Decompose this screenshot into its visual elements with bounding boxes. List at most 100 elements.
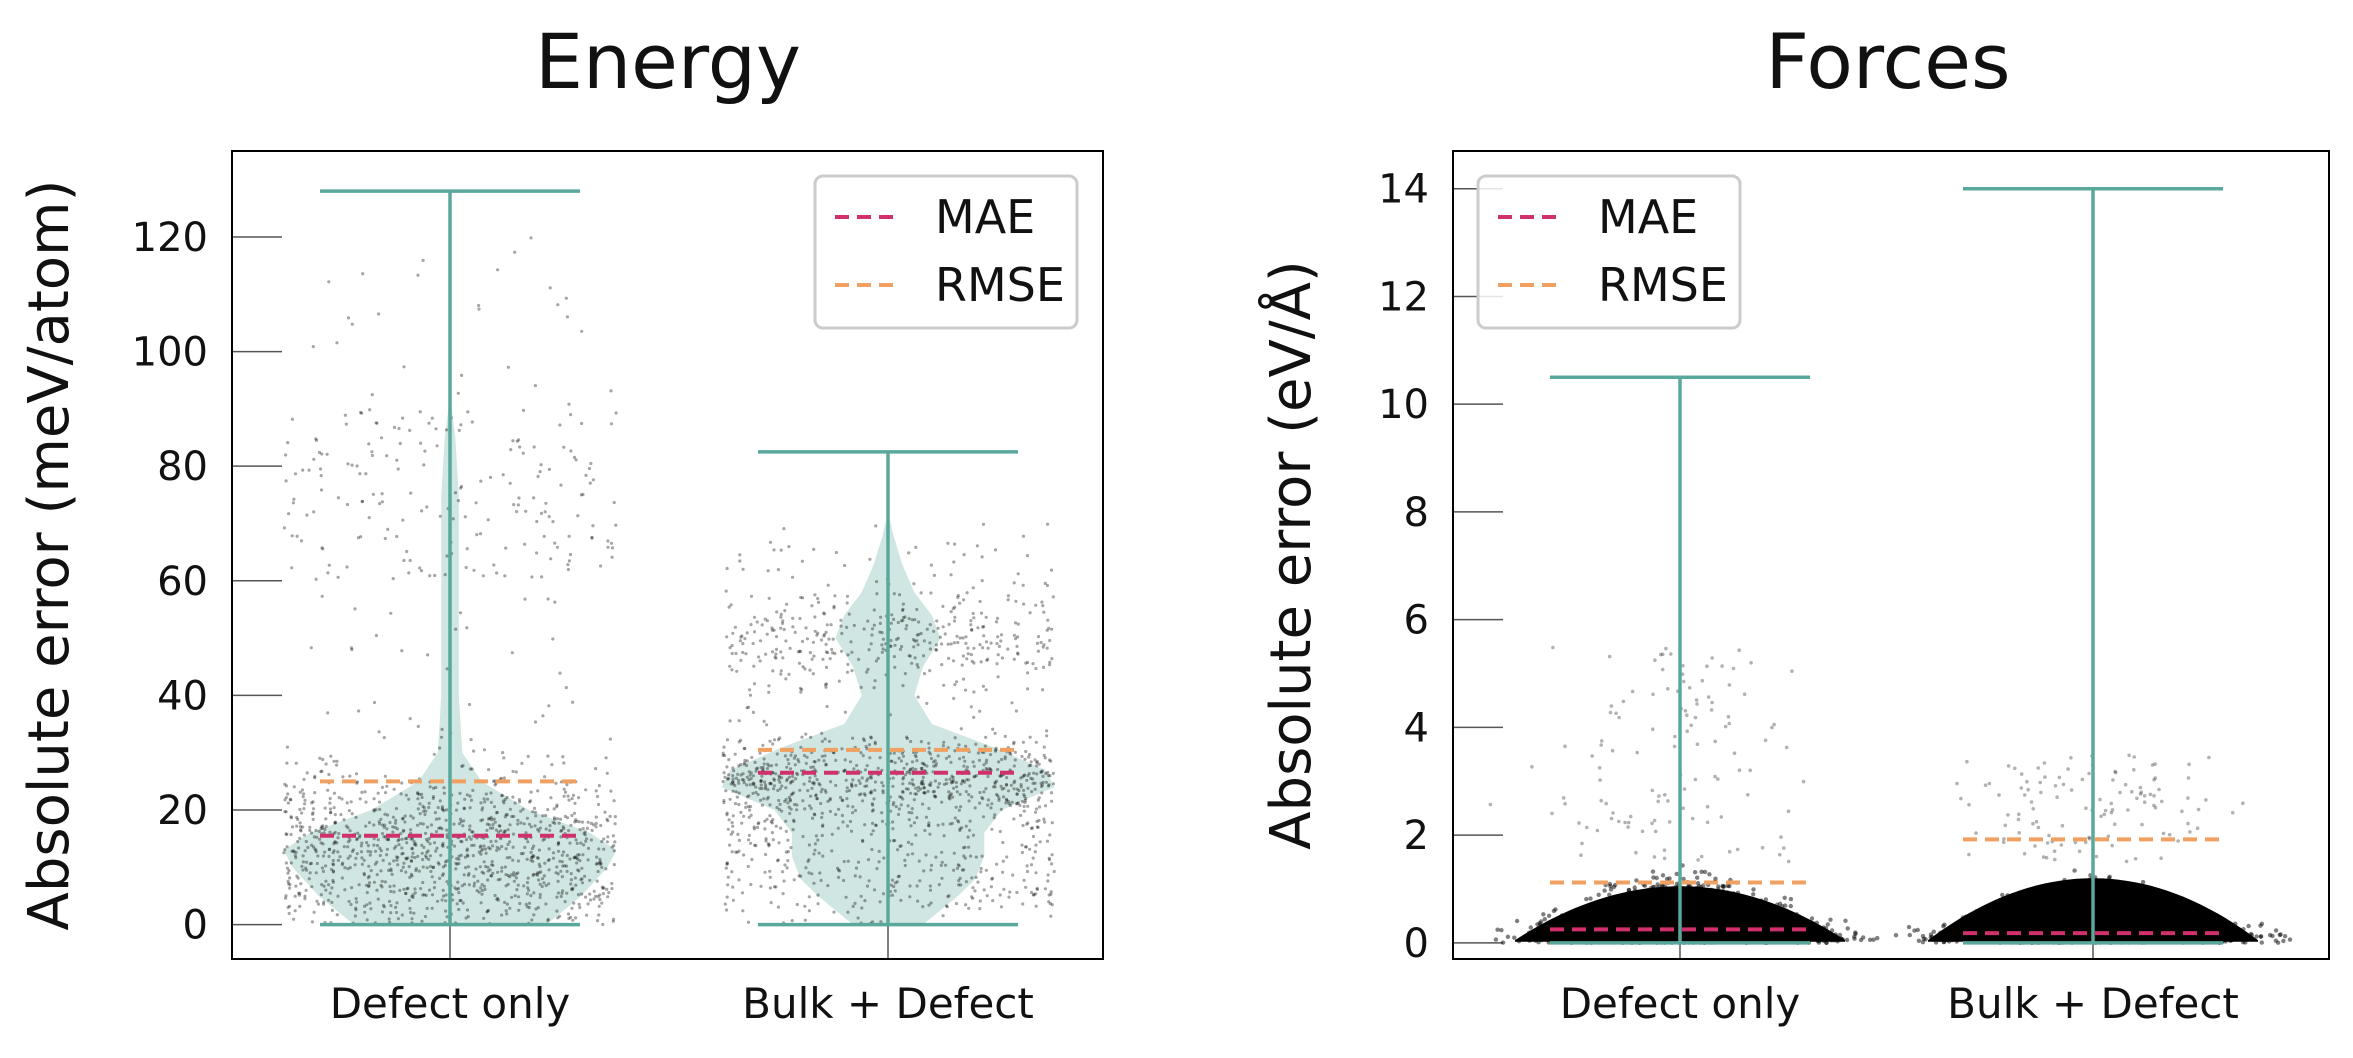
energy-scatter-point: [1038, 840, 1042, 844]
energy-scatter-point: [757, 655, 761, 659]
energy-scatter-point: [349, 902, 353, 907]
energy-scatter-point: [538, 895, 542, 900]
energy-scatter-point: [328, 830, 332, 834]
energy-scatter-point: [391, 815, 395, 819]
energy-scatter-point: [749, 813, 753, 817]
energy-scatter-point: [586, 846, 591, 851]
energy-scatter-point: [493, 779, 497, 783]
energy-scatter-point: [547, 467, 552, 471]
energy-scatter-point: [903, 858, 907, 863]
energy-scatter-point: [827, 637, 831, 641]
energy-scatter-point: [931, 760, 936, 764]
energy-scatter-point: [874, 659, 879, 663]
energy-scatter-point: [828, 797, 832, 801]
energy-scatter-point: [793, 630, 797, 635]
energy-scatter-point: [768, 814, 772, 818]
energy-scatter-point: [501, 751, 505, 755]
energy-scatter-point: [1040, 769, 1044, 773]
energy-scatter-point: [479, 886, 483, 890]
energy-scatter-point: [582, 843, 586, 847]
energy-scatter-point: [967, 845, 971, 849]
energy-scatter-point: [924, 815, 929, 819]
energy-scatter-point: [754, 767, 759, 771]
energy-scatter-point: [827, 739, 832, 744]
energy-scatter-point: [984, 761, 988, 765]
energy-scatter-point: [560, 891, 564, 896]
energy-scatter-point: [859, 792, 863, 796]
energy-scatter-point: [738, 559, 742, 563]
energy-scatter-point: [993, 813, 997, 817]
energy-scatter-point: [792, 819, 796, 824]
energy-scatter-point: [600, 901, 604, 905]
energy-scatter-point: [863, 768, 868, 772]
energy-scatter-point: [422, 463, 426, 467]
energy-scatter-point: [742, 781, 746, 785]
energy-scatter-point: [345, 801, 349, 805]
energy-scatter-point: [383, 791, 388, 795]
energy-scatter-point: [379, 869, 383, 873]
energy-scatter-point: [594, 825, 598, 829]
energy-scatter-point: [614, 523, 618, 527]
energy-title: Energy: [535, 17, 801, 106]
energy-scatter-point: [962, 764, 966, 768]
energy-scatter-point: [725, 566, 729, 571]
energy-scatter-point: [898, 795, 902, 799]
energy-scatter-point: [772, 885, 777, 889]
energy-scatter-point: [1012, 764, 1016, 768]
energy-scatter-point: [783, 609, 787, 613]
energy-scatter-point: [442, 809, 446, 813]
energy-scatter-point: [582, 831, 586, 836]
energy-scatter-point: [744, 805, 748, 810]
energy-scatter-point: [811, 672, 815, 676]
energy-scatter-point: [922, 786, 926, 790]
energy-scatter-point: [749, 882, 753, 887]
energy-scatter-point: [314, 848, 318, 852]
energy-scatter-point: [964, 744, 968, 748]
energy-scatter-point: [462, 806, 466, 810]
energy-scatter-point: [829, 780, 833, 784]
energy-scatter-point: [529, 790, 533, 794]
energy-scatter-point: [1022, 788, 1026, 793]
energy-scatter-point: [973, 889, 977, 893]
energy-scatter-point: [973, 806, 977, 810]
energy-scatter-point: [560, 828, 564, 833]
energy-scatter-point: [466, 410, 470, 414]
energy-scatter-point: [782, 879, 786, 883]
energy-scatter-point: [1003, 734, 1007, 739]
energy-scatter-point: [1033, 850, 1037, 854]
energy-scatter-point: [491, 823, 495, 827]
energy-scatter-point: [489, 874, 494, 878]
energy-scatter-point: [435, 846, 439, 850]
energy-scatter-point: [558, 817, 563, 821]
forces-scatter-point: [1514, 918, 1520, 924]
energy-scatter-point: [416, 792, 420, 796]
energy-scatter-point: [889, 759, 893, 763]
energy-scatter-point: [332, 849, 336, 853]
energy-scatter-point: [560, 853, 564, 857]
energy-scatter-point: [793, 763, 797, 767]
energy-scatter-point: [995, 642, 999, 646]
energy-scatter-point: [284, 784, 289, 788]
energy-scatter-point: [289, 798, 293, 802]
forces-scatter-point: [1541, 912, 1546, 917]
energy-scatter-point: [1025, 822, 1029, 826]
energy-scatter-point: [941, 744, 946, 748]
energy-scatter-point: [423, 914, 428, 919]
energy-scatter-point: [433, 880, 437, 884]
energy-scatter-point: [901, 684, 905, 688]
energy-scatter-point: [874, 524, 878, 528]
energy-scatter-point: [823, 754, 827, 758]
energy-scatter-point: [731, 774, 735, 778]
energy-scatter-point: [530, 575, 534, 579]
energy-scatter-point: [531, 859, 535, 864]
energy-scatter-point: [1006, 789, 1011, 793]
energy-scatter-point: [920, 782, 924, 786]
energy-scatter-point: [572, 901, 576, 905]
energy-scatter-point: [385, 784, 389, 788]
energy-scatter-point: [333, 821, 337, 825]
energy-scatter-point: [503, 900, 507, 905]
energy-scatter-point: [785, 765, 789, 769]
energy-scatter-point: [444, 818, 448, 822]
energy-scatter-point: [556, 841, 561, 845]
